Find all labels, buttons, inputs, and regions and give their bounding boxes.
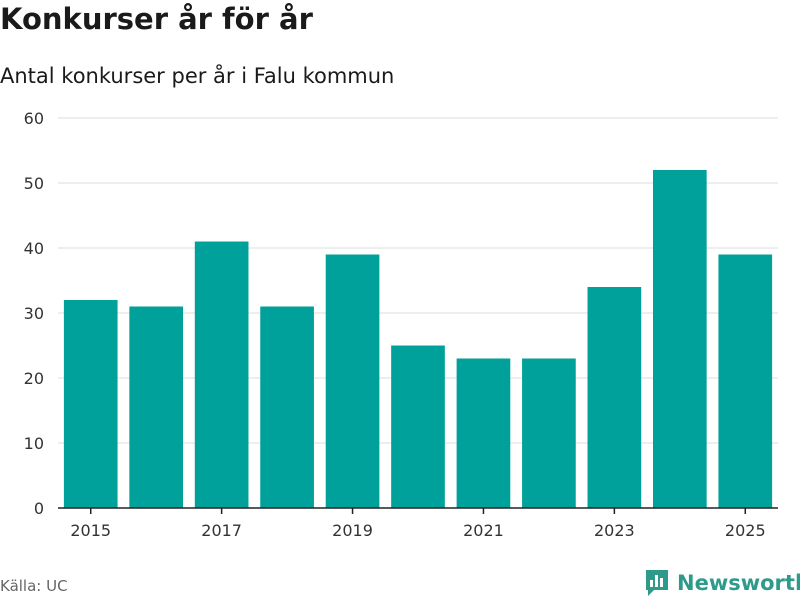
bar-chart: 0 10 20 30 40 50 60 2015 2017 2019 2021 2023 2025 xyxy=(24,109,778,540)
y-tick-label: 20 xyxy=(24,369,44,388)
y-tick-label: 0 xyxy=(34,499,44,518)
bar-2023[interactable] xyxy=(587,287,642,508)
x-tick-label: 2021 xyxy=(463,521,504,540)
bar-2025[interactable] xyxy=(718,254,773,509)
source-note: Källa: UC xyxy=(0,577,68,595)
y-tick-label: 30 xyxy=(24,304,44,323)
chart-subtitle: Antal konkurser per år i Falu kommun xyxy=(0,64,395,88)
bar-2018[interactable] xyxy=(260,306,314,509)
bar-2021[interactable] xyxy=(456,358,511,509)
x-tick-label: 2019 xyxy=(332,521,373,540)
brand-logo[interactable]: Newsworthy xyxy=(644,568,800,598)
bar-2024[interactable] xyxy=(652,170,707,508)
bar-2016[interactable] xyxy=(129,306,184,509)
bars xyxy=(63,170,773,509)
bar-2022[interactable] xyxy=(522,358,576,509)
x-tick-label: 2025 xyxy=(725,521,766,540)
bar-2017[interactable] xyxy=(194,241,249,509)
x-tick-label: 2023 xyxy=(594,521,635,540)
x-tick-label: 2015 xyxy=(70,521,111,540)
bar-2020[interactable] xyxy=(391,345,445,509)
y-tick-label: 40 xyxy=(24,239,44,258)
y-tick-label: 10 xyxy=(24,434,44,453)
y-tick-label: 60 xyxy=(24,109,44,128)
bar-2015[interactable] xyxy=(63,300,118,508)
chart-title: Konkurser år för år xyxy=(0,2,313,36)
brand-name: Newsworthy xyxy=(677,571,800,595)
y-tick-label: 50 xyxy=(24,174,44,193)
bar-chart-logo-icon xyxy=(646,570,668,596)
bar-2019[interactable] xyxy=(325,254,380,509)
x-tick-label: 2017 xyxy=(201,521,242,540)
axes: 0 10 20 30 40 50 60 2015 2017 2019 2021 2023 2025 xyxy=(24,109,778,540)
